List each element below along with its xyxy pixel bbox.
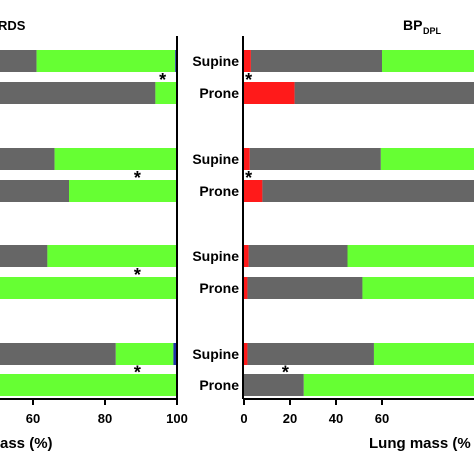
left-bar-group2-supine-s0 xyxy=(0,148,55,170)
right-bar-Prone-s2 xyxy=(362,277,474,299)
left-bar-group3-prone-s1 xyxy=(0,277,177,299)
right-bar-Supine-s2 xyxy=(380,148,474,170)
right-bar-Supine-s1 xyxy=(249,148,381,170)
right-chart-title-subscript: DPL xyxy=(423,26,442,36)
right-bar-Prone-s1 xyxy=(247,277,363,299)
right-bar-Prone-s2 xyxy=(303,374,474,396)
left-chart-title: RDS xyxy=(0,18,26,33)
right-y-tick-label: Supine xyxy=(192,53,239,69)
left-bar-group3-supine-s1 xyxy=(47,245,178,267)
right-y-tick-label: Prone xyxy=(199,280,239,296)
right-bar-Supine-s1 xyxy=(248,245,348,267)
right-bar-Prone-s0 xyxy=(244,82,295,104)
right-y-tick-label: Prone xyxy=(199,183,239,199)
right-significance-marker: * xyxy=(245,70,252,90)
right-bar-Prone-s0 xyxy=(244,277,248,299)
left-x-tick-label: 100 xyxy=(166,411,188,426)
right-bar-Supine-s2 xyxy=(382,50,474,72)
right-significance-marker: * xyxy=(245,168,252,188)
right-bar-Prone-s0 xyxy=(244,180,263,202)
right-bar-Prone-s1 xyxy=(244,374,304,396)
left-bar-group2-prone-s0 xyxy=(0,180,69,202)
left-bar-group1-prone-s1 xyxy=(155,82,177,104)
right-significance-marker: * xyxy=(282,363,289,383)
right-bar-Prone-s1 xyxy=(262,180,474,202)
right-chart-title: BP xyxy=(403,17,422,33)
right-y-tick-label: Prone xyxy=(199,377,239,393)
right-x-tick-label: 60 xyxy=(375,411,389,426)
right-bar-Supine-s0 xyxy=(244,343,248,365)
left-bar-group1-supine-s1 xyxy=(36,50,176,72)
left-bar-group1-supine-s0 xyxy=(0,50,37,72)
left-bar-group4-supine-s0 xyxy=(0,343,116,365)
left-significance-marker: * xyxy=(159,70,166,90)
left-x-tick-label: 60 xyxy=(26,411,40,426)
right-x-tick-label: 0 xyxy=(240,411,247,426)
right-bar-Supine-s0 xyxy=(244,50,251,72)
right-y-tick-label: Supine xyxy=(192,151,239,167)
left-bar-group4-supine-s1 xyxy=(115,343,174,365)
right-x-tick-label: 20 xyxy=(283,411,297,426)
right-y-tick-label: Supine xyxy=(192,346,239,362)
left-bar-group4-supine-s2 xyxy=(173,343,177,365)
right-bar-Supine-s0 xyxy=(244,148,250,170)
right-x-tick-label: 40 xyxy=(329,411,343,426)
left-significance-marker: * xyxy=(134,265,141,285)
left-bar-group1-prone-s0 xyxy=(0,82,156,104)
left-significance-marker: * xyxy=(134,168,141,188)
right-x-axis-label: Lung mass (% xyxy=(369,435,471,452)
right-y-tick-label: Prone xyxy=(199,85,239,101)
right-bar-Supine-s1 xyxy=(247,343,374,365)
left-bar-group4-prone-s1 xyxy=(0,374,177,396)
right-bar-Supine-s0 xyxy=(244,245,249,267)
right-bar-Prone-s1 xyxy=(294,82,474,104)
left-significance-marker: * xyxy=(134,363,141,383)
left-x-axis-label: ass (%) xyxy=(0,435,53,452)
right-y-tick-label: Supine xyxy=(192,248,239,264)
left-bar-group2-prone-s1 xyxy=(69,180,177,202)
left-x-tick-label: 80 xyxy=(98,411,112,426)
left-bar-group2-supine-s1 xyxy=(54,148,177,170)
right-bar-Supine-s2 xyxy=(373,343,474,365)
right-bar-Supine-s2 xyxy=(347,245,474,267)
right-bar-Supine-s1 xyxy=(250,50,382,72)
left-bar-group3-supine-s0 xyxy=(0,245,48,267)
